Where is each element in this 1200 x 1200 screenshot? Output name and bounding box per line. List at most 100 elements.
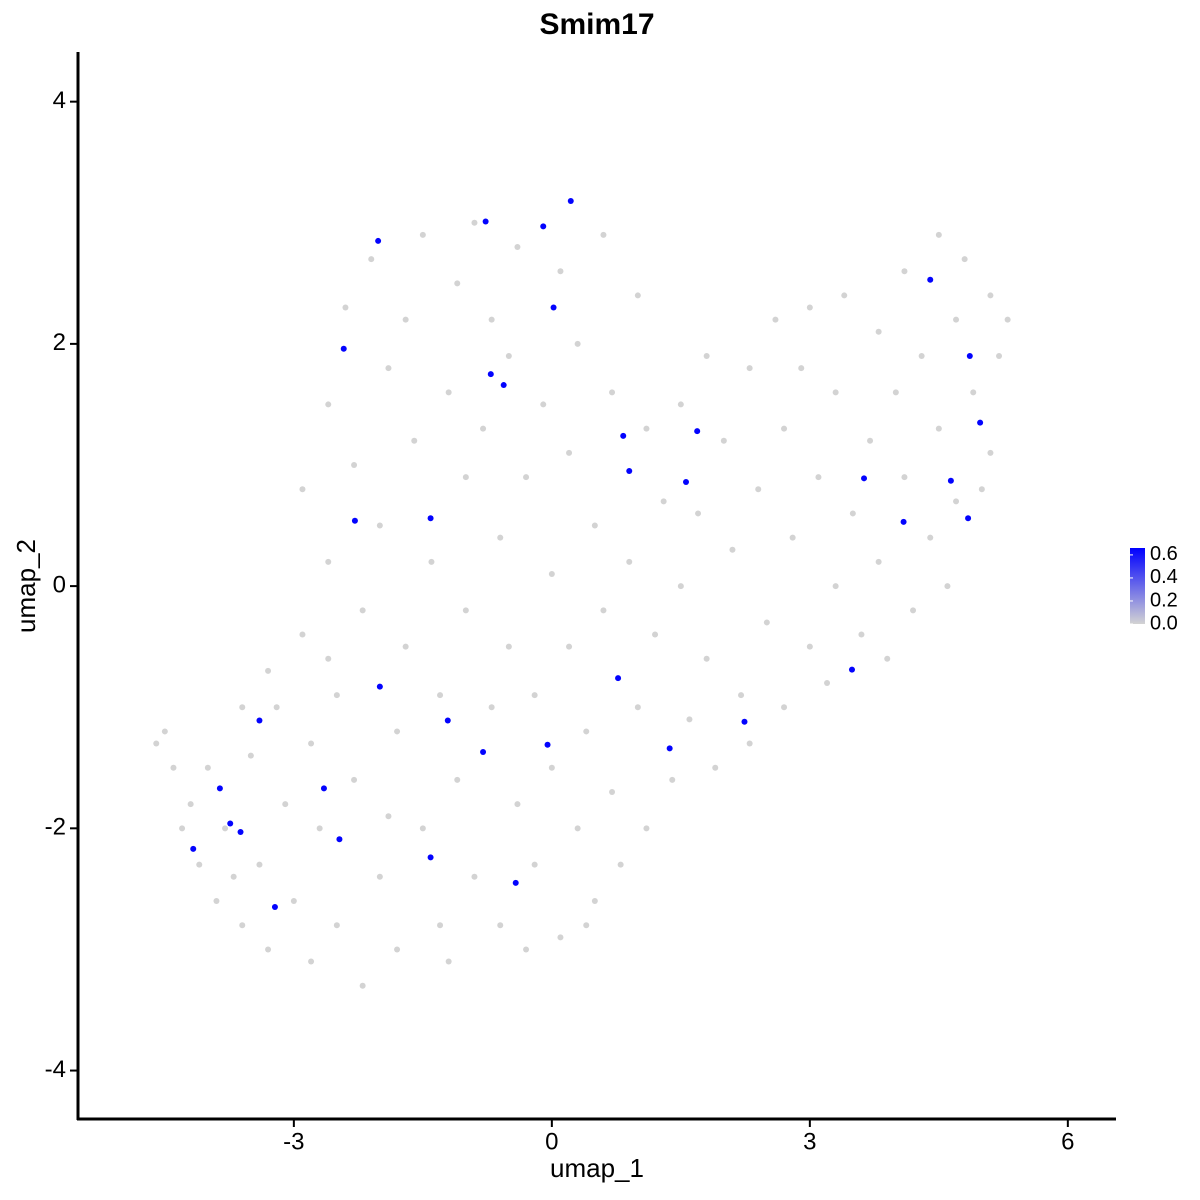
point: [550, 304, 557, 311]
point: [462, 607, 469, 614]
point: [265, 667, 272, 674]
point: [755, 486, 762, 493]
point: [910, 607, 917, 614]
point: [523, 946, 530, 953]
point: [161, 728, 168, 735]
point: [444, 717, 451, 724]
point: [720, 437, 727, 444]
point: [454, 776, 461, 783]
point: [620, 432, 627, 439]
point: [488, 704, 495, 711]
point: [230, 873, 237, 880]
point: [482, 218, 489, 225]
point: [402, 643, 409, 650]
point: [566, 643, 573, 650]
point: [574, 825, 581, 832]
point: [419, 825, 426, 832]
point: [299, 631, 306, 638]
point: [566, 449, 573, 456]
point: [832, 583, 839, 590]
point: [978, 486, 985, 493]
point: [600, 231, 607, 238]
point: [703, 655, 710, 662]
point: [927, 276, 934, 283]
point: [615, 675, 622, 682]
point: [712, 764, 719, 771]
point: [772, 316, 779, 323]
point: [695, 510, 702, 517]
point: [832, 389, 839, 396]
point: [540, 401, 547, 408]
point: [669, 776, 676, 783]
point: [336, 836, 343, 843]
point: [385, 813, 392, 820]
point: [841, 292, 848, 299]
point: [445, 389, 452, 396]
point: [848, 666, 855, 673]
point: [867, 437, 874, 444]
point: [987, 292, 994, 299]
point: [256, 717, 263, 724]
point: [531, 861, 538, 868]
point: [385, 365, 392, 372]
point: [325, 401, 332, 408]
point: [216, 785, 223, 792]
colorbar-tick-label: 0.2: [1150, 589, 1178, 611]
point: [333, 692, 340, 699]
point: [901, 268, 908, 275]
point: [237, 828, 244, 835]
point: [540, 223, 547, 230]
point: [677, 583, 684, 590]
point: [505, 352, 512, 359]
point: [497, 922, 504, 929]
point: [265, 946, 272, 953]
point: [351, 776, 358, 783]
point: [394, 946, 401, 953]
point: [634, 292, 641, 299]
point: [282, 801, 289, 808]
point: [583, 728, 590, 735]
point: [617, 861, 624, 868]
point: [600, 607, 607, 614]
y-tick-label: -2: [45, 814, 66, 841]
point: [746, 365, 753, 372]
point: [965, 515, 972, 522]
point: [462, 474, 469, 481]
point: [977, 419, 984, 426]
point: [591, 522, 598, 529]
point: [626, 558, 633, 565]
y-tick-label: 2: [53, 329, 66, 356]
point: [918, 352, 925, 359]
point: [966, 352, 973, 359]
point: [512, 879, 519, 886]
point: [861, 475, 868, 482]
point: [320, 785, 327, 792]
point: [666, 745, 673, 752]
point: [996, 352, 1003, 359]
point: [445, 958, 452, 965]
point: [557, 934, 564, 941]
point: [427, 854, 434, 861]
point: [574, 340, 581, 347]
point: [487, 371, 494, 378]
point: [961, 256, 968, 263]
point: [359, 607, 366, 614]
point: [187, 801, 194, 808]
point: [900, 518, 907, 525]
point: [523, 474, 530, 481]
point: [875, 328, 882, 335]
point: [531, 692, 538, 699]
point: [325, 558, 332, 565]
point: [694, 428, 701, 435]
point: [308, 958, 315, 965]
point: [626, 468, 633, 475]
point: [402, 316, 409, 323]
point: [548, 570, 555, 577]
point: [781, 704, 788, 711]
point: [325, 655, 332, 662]
point: [273, 704, 280, 711]
point: [471, 219, 478, 226]
point: [299, 486, 306, 493]
point: [227, 820, 234, 827]
point: [884, 655, 891, 662]
